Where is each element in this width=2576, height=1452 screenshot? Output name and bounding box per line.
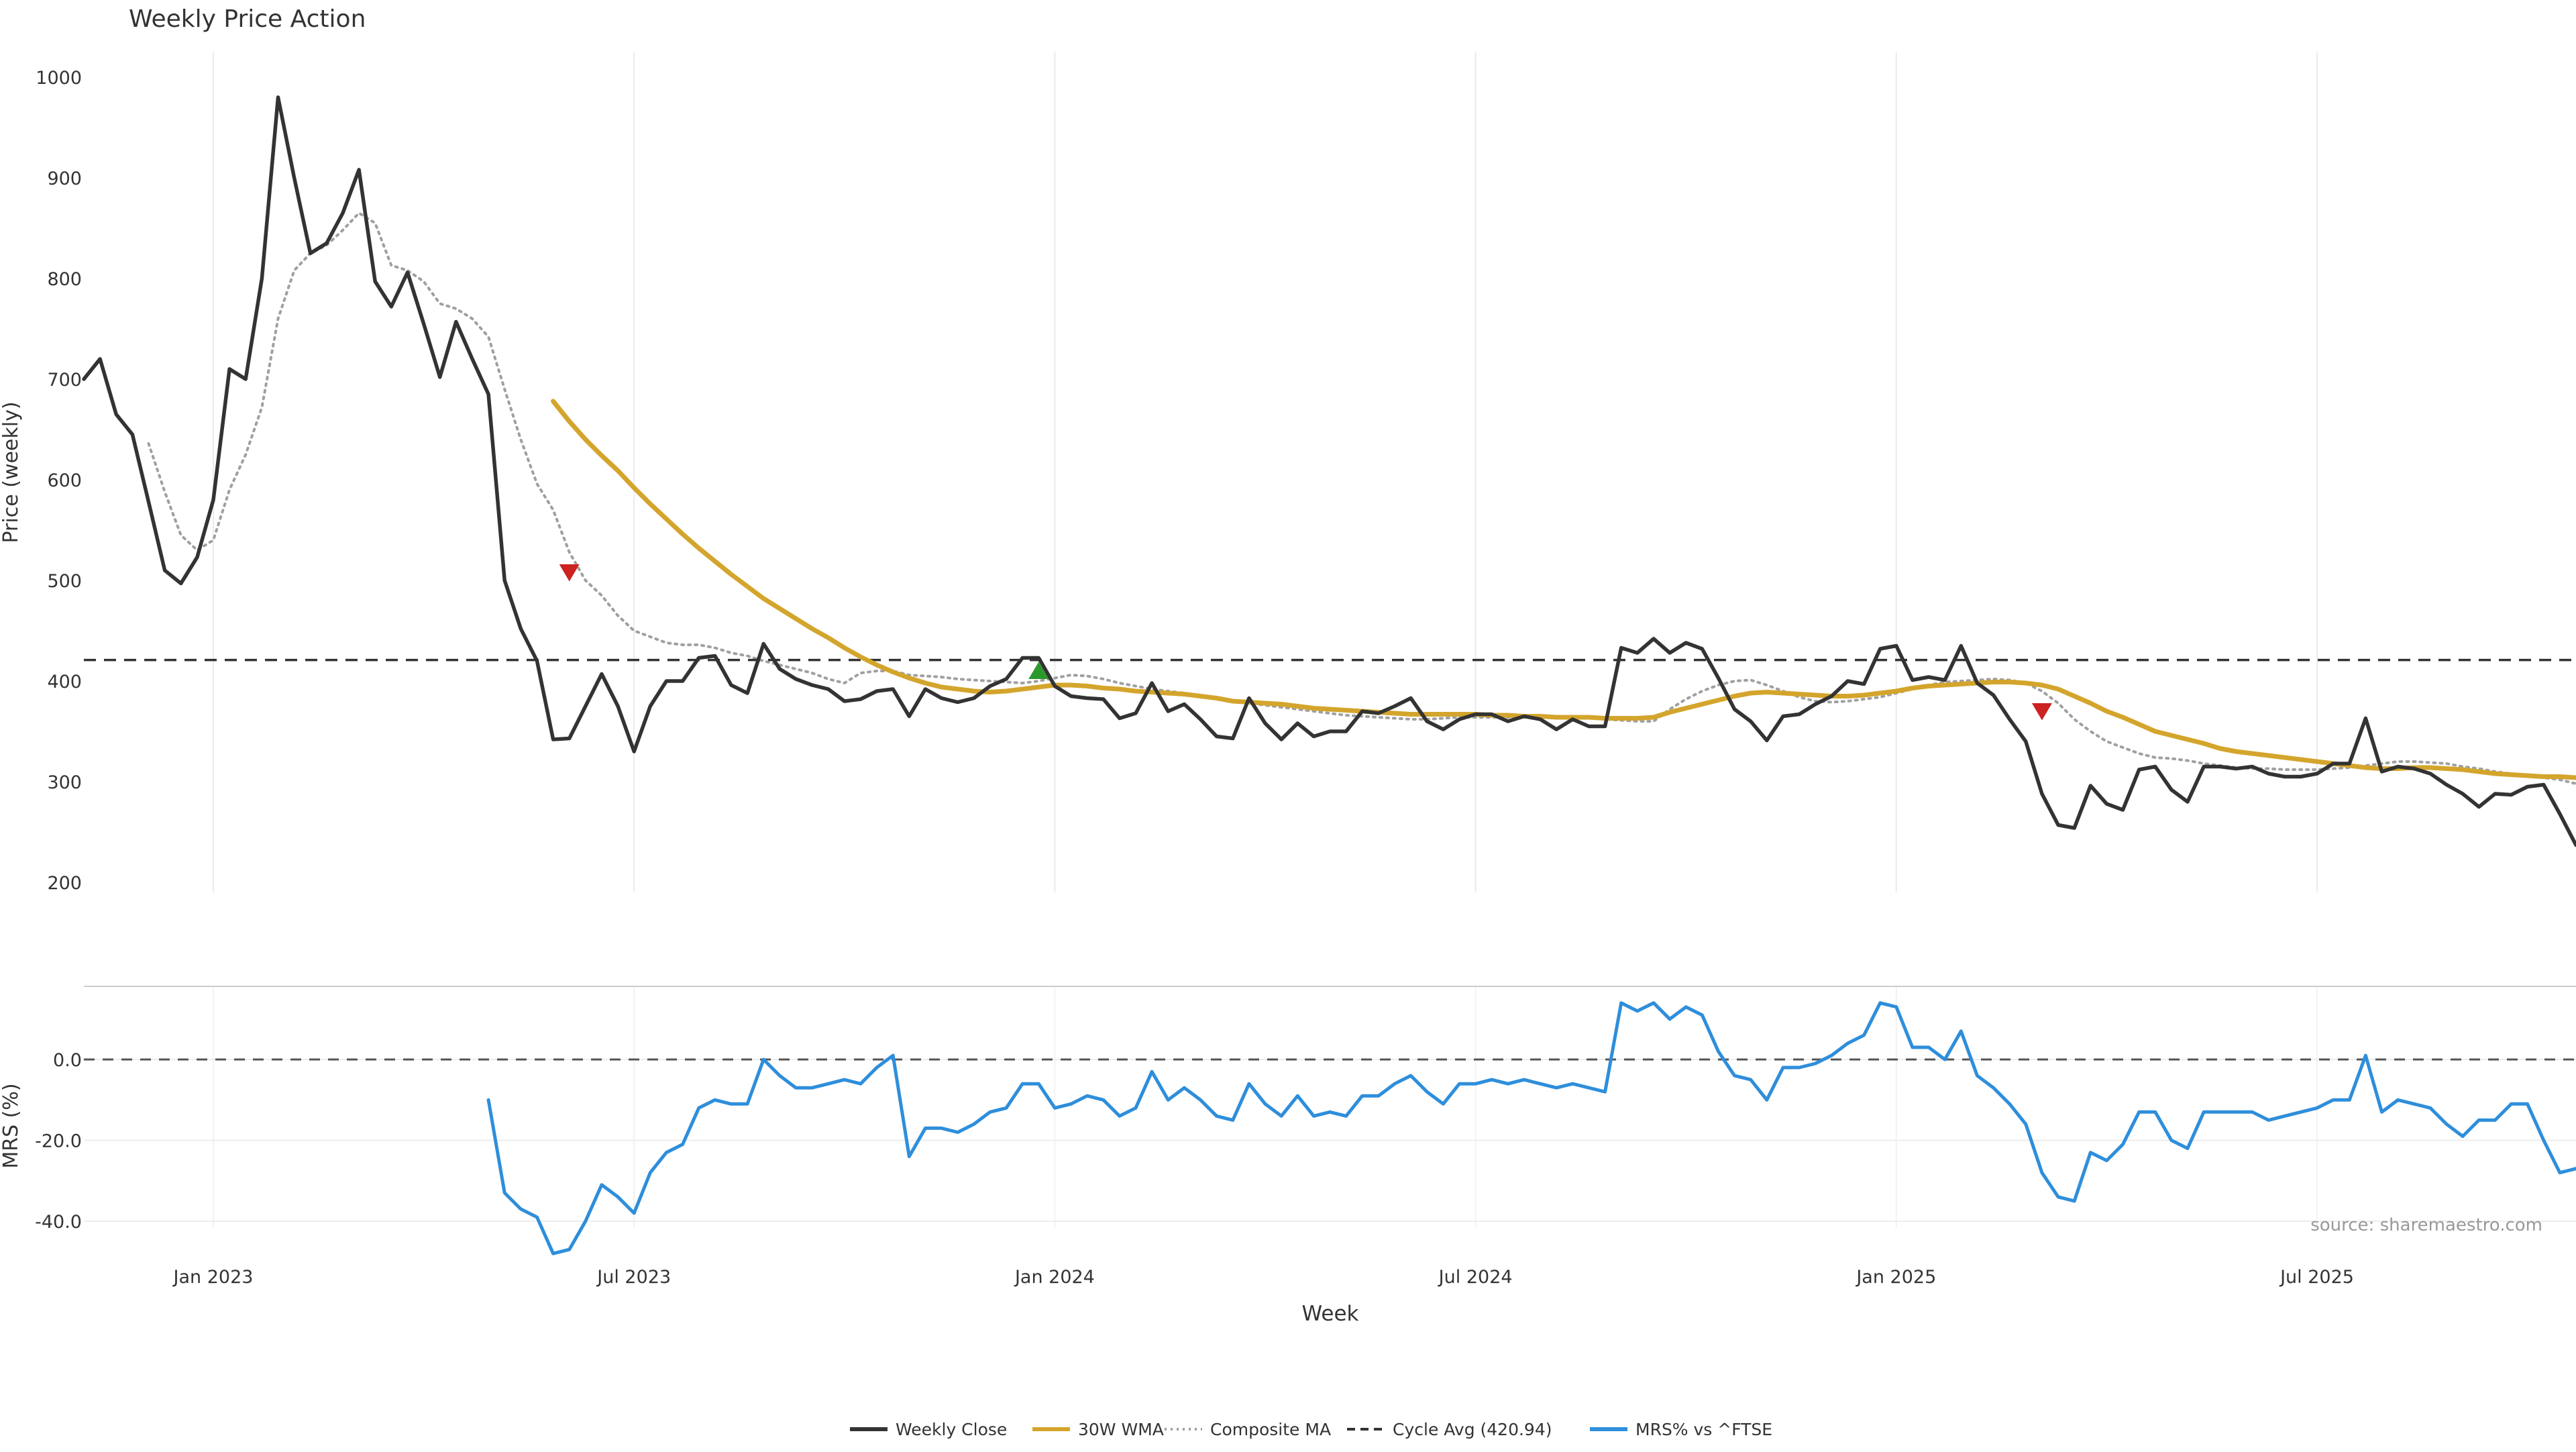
mrs-ftse-line xyxy=(488,1003,2576,1254)
legend: Weekly Close 30W WMA Composite MA Cycle Avg… xyxy=(850,1420,1772,1439)
wma-30w-line xyxy=(553,401,2576,795)
sell-signal-marker xyxy=(559,564,580,582)
composite-ma-line xyxy=(149,213,2576,807)
price-ytick-label: 800 xyxy=(47,269,82,290)
grid-layer xyxy=(84,52,2576,1228)
xtick-label: Jul 2025 xyxy=(2279,1267,2354,1288)
sell-signal-marker xyxy=(2032,703,2052,721)
mrs-ylabel: MRS (%) xyxy=(0,1083,23,1168)
legend-entry: Composite MA xyxy=(1165,1420,1331,1439)
price-ytick-label: 300 xyxy=(47,772,82,793)
mrs-ytick-label: 0.0 xyxy=(53,1050,82,1071)
price-ytick-label: 400 xyxy=(47,672,82,692)
price-ytick-label: 1000 xyxy=(36,68,82,89)
legend-label: Weekly Close xyxy=(896,1420,1007,1439)
legend-entry: MRS% vs ^FTSE xyxy=(1590,1420,1772,1439)
mrs-panel xyxy=(84,1003,2576,1254)
xtick-label: Jan 2024 xyxy=(1014,1267,1095,1288)
price-panel xyxy=(84,97,2576,848)
xaxis-label: Week xyxy=(1302,1302,1359,1326)
mrs-ytick-label: -40.0 xyxy=(35,1212,82,1233)
legend-label: MRS% vs ^FTSE xyxy=(1635,1420,1772,1439)
legend-entry: Weekly Close xyxy=(850,1420,1007,1439)
price-ytick-label: 200 xyxy=(47,873,82,894)
legend-label: 30W WMA xyxy=(1078,1420,1164,1439)
chart-title: Weekly Price Action xyxy=(129,5,366,33)
mrs-ytick-label: -20.0 xyxy=(35,1131,82,1152)
legend-label: Composite MA xyxy=(1210,1420,1331,1439)
legend-entry: Cycle Avg (420.94) xyxy=(1347,1420,1552,1439)
price-ytick-label: 900 xyxy=(47,168,82,189)
xtick-label: Jul 2024 xyxy=(1438,1267,1513,1288)
weekly-close-line xyxy=(84,97,2576,848)
xtick-label: Jan 2025 xyxy=(1855,1267,1936,1288)
xtick-label: Jul 2023 xyxy=(596,1267,671,1288)
price-ytick-label: 600 xyxy=(47,470,82,491)
price-ytick-label: 700 xyxy=(47,370,82,391)
legend-label: Cycle Avg (420.94) xyxy=(1393,1420,1552,1439)
axes-layer: Weekly Price Action 200 300 400 500 600 700 800… xyxy=(0,5,2542,1326)
price-ylabel: Price (weekly) xyxy=(0,401,23,543)
price-ytick-label: 500 xyxy=(47,571,82,592)
xtick-label: Jan 2023 xyxy=(172,1267,254,1288)
legend-entry: 30W WMA xyxy=(1032,1420,1164,1439)
source-annotation: source: sharemaestro.com xyxy=(2310,1215,2542,1235)
